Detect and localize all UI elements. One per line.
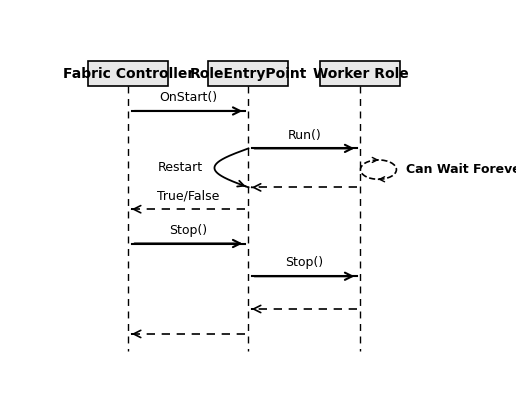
Text: Fabric Controller: Fabric Controller [63,66,194,81]
FancyBboxPatch shape [89,61,168,86]
Text: True/False: True/False [157,190,220,202]
Text: Restart: Restart [157,161,202,175]
Text: Worker Role: Worker Role [313,66,408,81]
Text: Stop(): Stop() [285,256,324,269]
Text: Run(): Run() [287,128,321,141]
FancyBboxPatch shape [320,61,400,86]
FancyBboxPatch shape [208,61,288,86]
Text: OnStart(): OnStart() [159,91,218,104]
Text: Can Wait Forever: Can Wait Forever [407,163,516,176]
Text: Stop(): Stop() [169,224,207,237]
Text: RoleEntryPoint: RoleEntryPoint [190,66,307,81]
